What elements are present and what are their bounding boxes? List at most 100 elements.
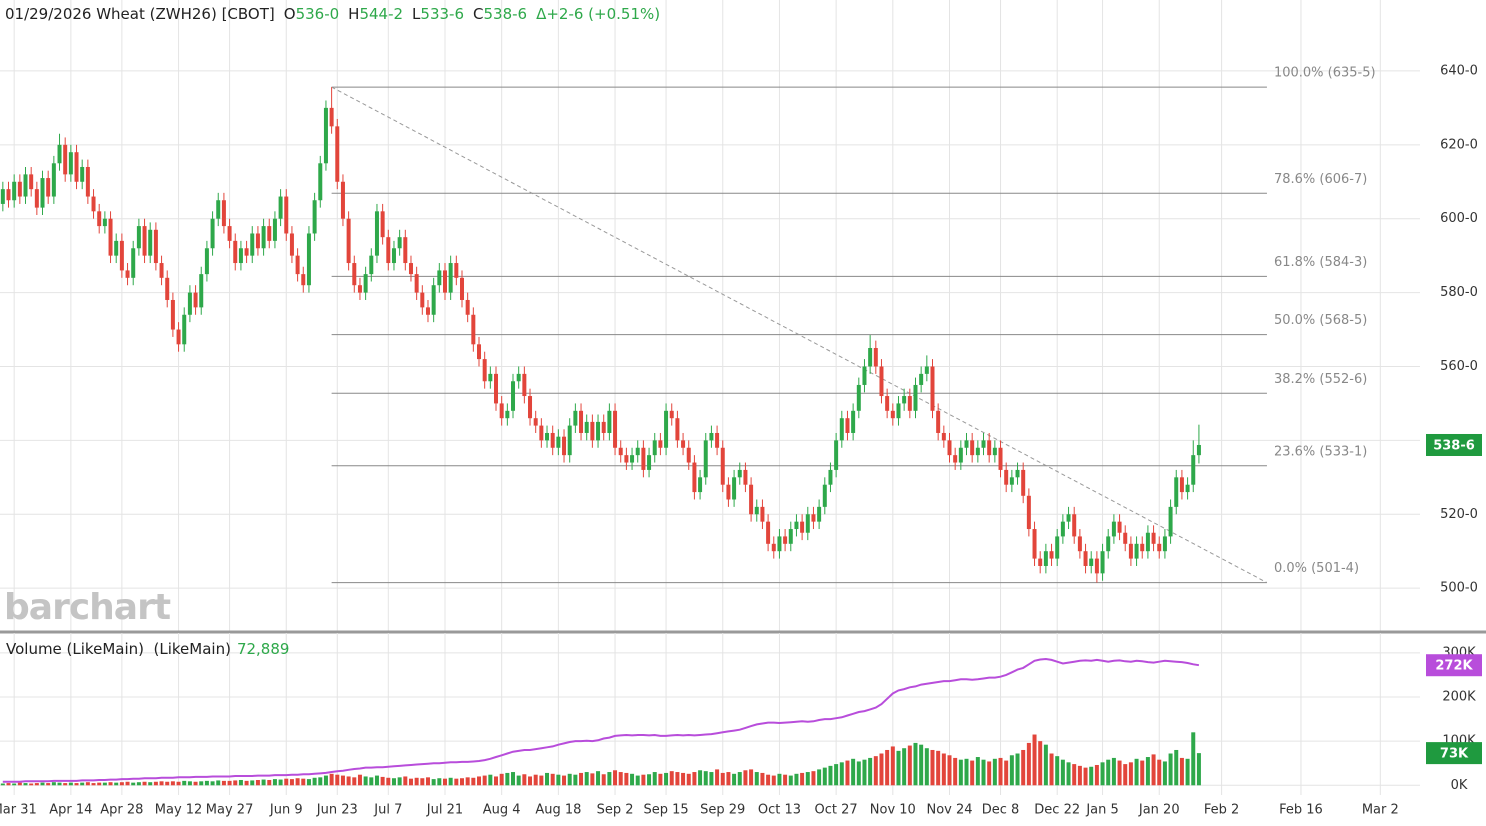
- volume-bar: [499, 773, 504, 786]
- volume-bar: [947, 755, 952, 786]
- x-tick-label: Jun 23: [316, 803, 358, 818]
- candle-body: [545, 432, 550, 441]
- candle-body: [301, 274, 306, 286]
- candle-body: [1185, 484, 1190, 493]
- volume-bar: [272, 779, 277, 786]
- candle-body: [108, 218, 113, 256]
- x-tick-label: Feb 2: [1204, 803, 1239, 818]
- volume-bar: [879, 753, 884, 786]
- volume-bar: [953, 757, 958, 786]
- candle-body: [788, 529, 793, 544]
- candle-body: [658, 440, 663, 448]
- candle-body: [227, 226, 232, 241]
- candle-body: [465, 299, 470, 315]
- candle-body: [193, 292, 198, 308]
- candle-body: [255, 233, 260, 249]
- volume-bar: [698, 770, 703, 786]
- volume-bar: [902, 748, 907, 786]
- y-tick-label: 0K: [1451, 778, 1468, 793]
- candle-body: [159, 263, 164, 278]
- x-tick-label: Jan 5: [1085, 803, 1118, 818]
- candle-body: [221, 200, 226, 227]
- x-tick-label: Sep 29: [700, 803, 745, 818]
- volume-bar: [1026, 742, 1031, 786]
- candle-body: [675, 418, 680, 441]
- candle-body: [1004, 469, 1009, 485]
- volume-bar: [1174, 749, 1179, 786]
- candle-body: [1151, 532, 1156, 544]
- volume-bar: [1162, 761, 1167, 786]
- candle-body: [845, 418, 850, 433]
- open-interest-line: [2, 657, 1200, 783]
- fib-label: 78.6% (606-7): [1274, 172, 1367, 187]
- volume-bar: [471, 777, 476, 786]
- candle-body: [766, 521, 771, 544]
- volume-bar: [136, 782, 141, 786]
- volume-bar: [794, 773, 799, 786]
- candle-body: [902, 396, 907, 404]
- volume-bar: [624, 772, 629, 786]
- candle-body: [216, 200, 221, 219]
- volume-bar: [176, 781, 181, 786]
- candle-body: [295, 255, 300, 275]
- candle-body: [442, 270, 447, 293]
- candle-body: [459, 277, 464, 300]
- candle-body: [74, 152, 79, 182]
- candle-body: [494, 373, 499, 404]
- volume-bar: [788, 775, 793, 786]
- candle-body: [238, 248, 243, 264]
- candle-body: [357, 285, 362, 293]
- volume-bar: [1179, 757, 1184, 786]
- candle-body: [749, 484, 754, 515]
- volume-bar: [647, 774, 652, 786]
- candle-body: [533, 418, 538, 426]
- volume-bar: [641, 774, 646, 786]
- x-tick-label: Dec 22: [1034, 803, 1080, 818]
- fib-label: 0.0% (501-4): [1274, 561, 1359, 576]
- volume-bar: [1191, 732, 1196, 786]
- volume-bar: [930, 749, 935, 786]
- volume-bar: [924, 748, 929, 786]
- volume-bar: [760, 772, 765, 786]
- candle-body: [12, 181, 17, 201]
- volume-bar: [913, 742, 918, 786]
- candle-body: [613, 410, 618, 448]
- volume-bar: [397, 777, 402, 786]
- candle-body: [834, 440, 839, 470]
- candle-body: [153, 229, 158, 264]
- volume-bar: [74, 783, 79, 786]
- quote-key: H: [348, 5, 359, 23]
- candle-body: [862, 366, 867, 385]
- candle-body: [51, 163, 56, 197]
- volume-bar: [601, 774, 606, 786]
- volume-bar: [862, 759, 867, 786]
- candle-body: [23, 174, 28, 197]
- series-badge-bg: [1426, 742, 1482, 765]
- quote-key: O: [284, 5, 296, 23]
- candle-body: [919, 373, 924, 385]
- x-tick-label: Apr 14: [49, 803, 92, 818]
- volume-bar: [403, 776, 408, 786]
- volume-bar: [607, 772, 612, 786]
- volume-bar: [97, 782, 102, 786]
- volume-bar: [238, 779, 243, 786]
- candle-body: [165, 277, 170, 300]
- candle-body: [1128, 543, 1133, 559]
- trendline: [331, 86, 1268, 584]
- candle-body: [505, 410, 510, 419]
- candle-body: [431, 285, 436, 315]
- candle-body: [692, 462, 697, 493]
- volume-bar: [658, 773, 663, 786]
- volume-bar: [613, 770, 618, 786]
- volume-bar: [533, 774, 538, 786]
- candle-body: [970, 440, 975, 456]
- volume-bar: [703, 771, 708, 786]
- candle-body: [85, 166, 90, 197]
- volume-bar: [664, 772, 669, 786]
- candle-body: [68, 152, 73, 175]
- volume-bar: [187, 781, 192, 786]
- volume-bar: [233, 780, 238, 786]
- volume-bar: [46, 783, 51, 786]
- volume-bar: [1072, 764, 1077, 786]
- volume-bar: [131, 782, 136, 786]
